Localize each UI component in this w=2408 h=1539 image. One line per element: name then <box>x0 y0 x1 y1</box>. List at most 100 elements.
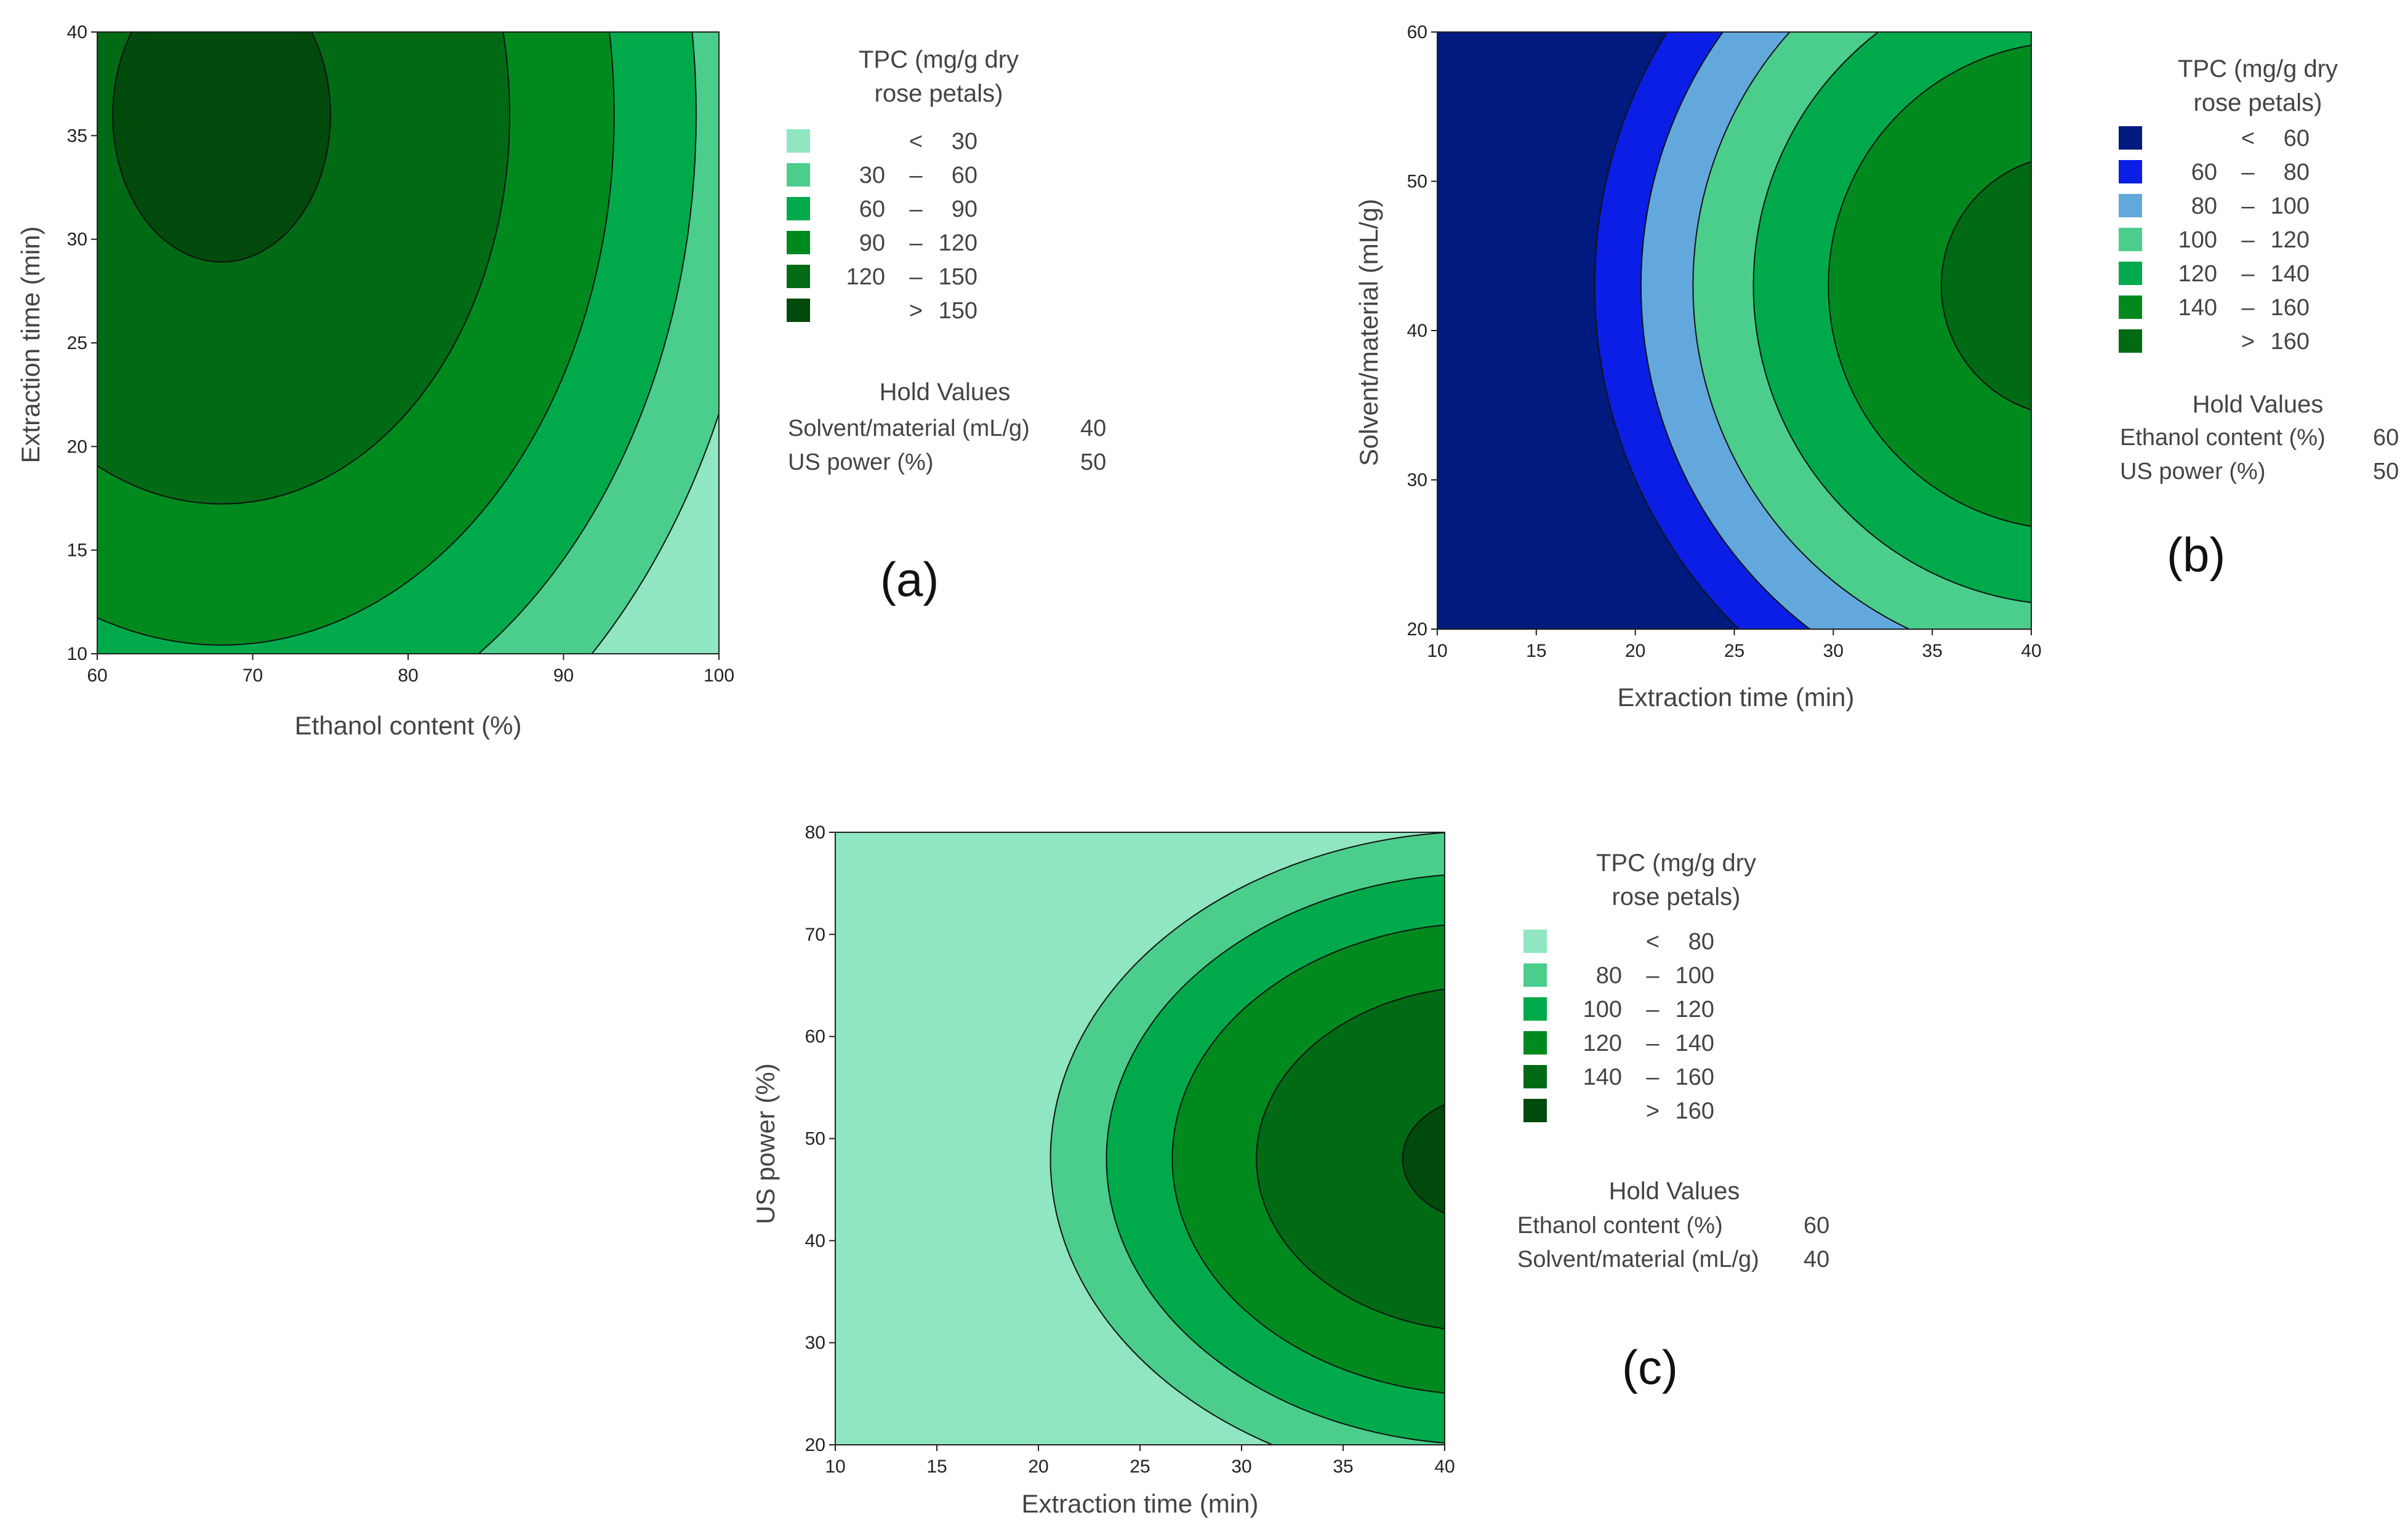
y-tick-label: 15 <box>67 540 87 561</box>
y-tick-label: 40 <box>67 22 87 42</box>
legend-high: 160 <box>2271 295 2310 321</box>
legend-swatch <box>2119 228 2142 251</box>
legend-title-line1: TPC (mg/g dry <box>859 46 1019 73</box>
legend-swatch <box>2119 295 2142 319</box>
legend-high: 160 <box>2271 329 2310 355</box>
contour-band-6 <box>112 32 331 263</box>
x-tick-label: 35 <box>1922 641 1942 661</box>
y-tick-label: 20 <box>805 1435 825 1455</box>
hold-value-value-2: 50 <box>1080 449 1106 475</box>
legend-swatch <box>787 231 810 254</box>
x-axis-label: Ethanol content (%) <box>295 711 522 740</box>
x-tick-label: 20 <box>1028 1457 1048 1477</box>
legend-low: 120 <box>846 264 885 290</box>
legend-high: 160 <box>1676 1064 1714 1090</box>
legend-swatch <box>787 163 810 187</box>
contour-band-6 <box>1402 1104 1445 1214</box>
y-tick-label: 60 <box>805 1027 825 1047</box>
x-tick-label: 20 <box>1625 641 1645 661</box>
legend-entry: 80–100 <box>2119 193 2310 219</box>
legend-swatch <box>787 129 810 153</box>
contour-regions <box>1437 32 2031 629</box>
x-tick-label: 10 <box>825 1457 845 1477</box>
legend-high: 100 <box>2271 193 2310 219</box>
legend-operator: > <box>2241 329 2255 355</box>
y-tick-label: 20 <box>67 436 87 457</box>
x-tick-label: 70 <box>243 665 263 686</box>
hold-value-value-1: 60 <box>2373 425 2399 451</box>
legend-entry: >160 <box>2119 329 2310 355</box>
legend-entry: 120–150 <box>787 264 977 290</box>
legend-swatch <box>1523 1065 1547 1088</box>
panel-label-c: (c) <box>1622 1340 1678 1394</box>
contour-band-5 <box>1256 988 1445 1330</box>
legend-entry: 80–100 <box>1523 963 1714 989</box>
contour-regions <box>97 32 719 654</box>
legend-title-line2: rose petals) <box>2194 89 2322 116</box>
x-tick-label: 80 <box>398 665 418 686</box>
legend-low: 60 <box>859 196 885 222</box>
legend-dash: – <box>909 163 923 188</box>
legend-swatch <box>787 197 810 220</box>
legend-operator: > <box>909 298 923 324</box>
legend-entry: <80 <box>1523 929 1714 955</box>
y-tick-label: 30 <box>67 230 87 250</box>
legend-high: 120 <box>1676 997 1714 1023</box>
legend-dash: – <box>2241 295 2255 321</box>
legend-operator: < <box>909 129 923 155</box>
legend-high: 80 <box>1688 929 1714 955</box>
y-axis-label: US power (%) <box>751 1063 780 1224</box>
legend-operator: < <box>1646 929 1660 955</box>
x-tick-label: 25 <box>1130 1457 1150 1477</box>
contour-band-6 <box>1828 44 2031 527</box>
legend-high: 150 <box>939 264 977 290</box>
y-tick-label: 30 <box>1407 470 1427 491</box>
y-tick-label: 40 <box>805 1231 825 1251</box>
legend-low: 90 <box>859 230 885 256</box>
legend-entry: >160 <box>1523 1098 1714 1124</box>
y-tick-label: 25 <box>67 333 87 353</box>
legend-title-line2: rose petals) <box>875 80 1003 107</box>
legend-swatch <box>2119 126 2142 150</box>
hold-value-label-2: US power (%) <box>788 449 934 475</box>
legend-low: 30 <box>859 163 885 188</box>
legend-dash: – <box>909 264 923 290</box>
x-axis-label: Extraction time (min) <box>1617 683 1854 712</box>
y-tick-label: 80 <box>805 822 825 843</box>
legend-entry: 60– 80 <box>2119 159 2310 185</box>
hold-value-label-1: Ethanol content (%) <box>2120 425 2326 451</box>
x-tick-label: 10 <box>1427 641 1447 661</box>
legend-dash: – <box>1646 997 1660 1023</box>
legend-swatch <box>2119 194 2142 217</box>
legend-operator: < <box>2241 126 2255 151</box>
legend-entry: <30 <box>787 129 977 155</box>
legend-high: 60 <box>952 163 977 188</box>
legend-swatch <box>2119 329 2142 353</box>
legend-swatch <box>2119 262 2142 285</box>
legend-low: 100 <box>1583 997 1622 1023</box>
hold-value-value-2: 50 <box>2373 459 2399 484</box>
x-tick-label: 40 <box>1434 1457 1455 1477</box>
legend-high: 160 <box>1676 1098 1714 1124</box>
y-tick-label: 20 <box>1407 619 1427 640</box>
legend-entry: 120–140 <box>1523 1031 1714 1056</box>
x-tick-label: 30 <box>1231 1457 1251 1477</box>
legend-high: 30 <box>952 129 977 155</box>
legend-low: 60 <box>2191 159 2217 185</box>
contour-band-7 <box>1940 161 2031 411</box>
legend-high: 120 <box>939 230 977 256</box>
hold-value-label-2: US power (%) <box>2120 459 2266 484</box>
legend-dash: – <box>2241 227 2255 253</box>
x-tick-label: 15 <box>1526 641 1546 661</box>
legend-dash: – <box>1646 1064 1660 1090</box>
panel-label-a: (a) <box>880 552 939 606</box>
y-tick-label: 50 <box>805 1129 825 1149</box>
legend-swatch <box>787 265 810 288</box>
panel-a: 60 70 80 90 100 10 15 20 25 30 35 40 Ethanol conten… <box>0 0 1206 770</box>
legend-entry: 100–120 <box>2119 227 2310 253</box>
legend-dash: – <box>1646 1031 1660 1056</box>
legend-swatch <box>787 299 810 322</box>
legend-dash: – <box>2241 193 2255 219</box>
legend-entry: 60– 90 <box>787 196 977 222</box>
legend-high: 140 <box>2271 261 2310 287</box>
